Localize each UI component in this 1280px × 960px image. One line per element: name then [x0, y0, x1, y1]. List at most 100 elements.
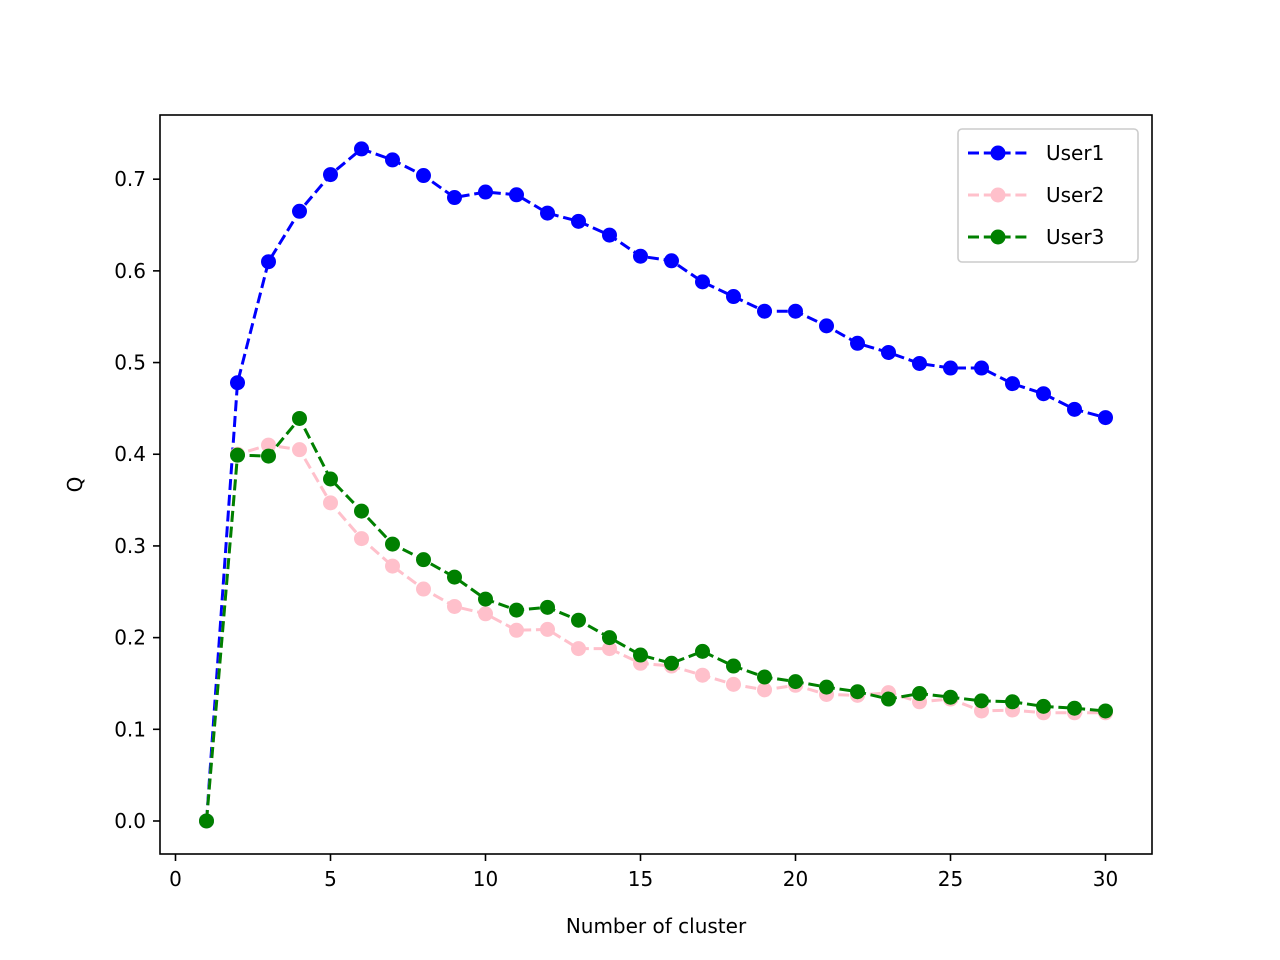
data-point-User3: [943, 689, 958, 705]
legend-label: User3: [1046, 225, 1104, 249]
data-point-User1: [478, 184, 493, 200]
data-point-User1: [819, 318, 834, 334]
data-point-User1: [540, 205, 555, 221]
series-User3: [199, 410, 1113, 829]
data-point-User1: [509, 187, 524, 203]
data-point-User2: [385, 558, 400, 574]
data-point-User3: [788, 674, 803, 690]
data-point-User3: [881, 691, 896, 707]
data-point-User1: [323, 167, 338, 183]
data-point-User2: [447, 598, 462, 614]
legend-box: [957, 128, 1139, 263]
data-point-User3: [230, 447, 245, 463]
x-tick-label: 25: [938, 867, 963, 891]
data-point-User1: [261, 254, 276, 270]
legend-item-User3: User3: [968, 225, 1104, 249]
data-point-User3: [974, 693, 989, 709]
data-point-User1: [881, 344, 896, 360]
legend-label: User2: [1046, 183, 1104, 207]
y-tick-label: 0.1: [114, 717, 146, 741]
data-point-User3: [509, 602, 524, 618]
data-point-User1: [943, 360, 958, 376]
data-point-User3: [695, 643, 710, 659]
data-point-User3: [540, 599, 555, 615]
y-tick-label: 0.0: [114, 809, 146, 833]
data-point-User1: [912, 355, 927, 371]
x-axis-title: Number of cluster: [566, 914, 747, 938]
data-point-User1: [1067, 401, 1082, 417]
data-point-User2: [757, 682, 772, 698]
data-point-User1: [664, 253, 679, 269]
plot-frame: [159, 114, 1153, 855]
y-tick-label: 0.6: [114, 259, 146, 283]
data-point-User1: [726, 289, 741, 305]
y-tick-label: 0.4: [114, 442, 146, 466]
data-point-User1: [1036, 386, 1051, 402]
legend-item-User1: User1: [968, 141, 1104, 165]
x-tick-label: 30: [1093, 867, 1118, 891]
x-tick-label: 5: [324, 867, 337, 891]
x-tick-label: 0: [169, 867, 182, 891]
legend: User1 User2 User3: [957, 128, 1139, 263]
data-point-User3: [385, 536, 400, 552]
data-point-User2: [602, 641, 617, 657]
data-point-User3: [354, 503, 369, 519]
data-point-User1: [602, 227, 617, 243]
legend-marker: [990, 187, 1006, 203]
data-point-User3: [199, 813, 214, 829]
data-point-User1: [447, 190, 462, 206]
data-point-User2: [695, 667, 710, 683]
data-point-User3: [819, 679, 834, 695]
data-point-User3: [664, 655, 679, 671]
data-point-User3: [633, 647, 648, 663]
y-axis: 0.0 0.1 0.2 0.3 0.4 0.5 0.6 0.7: [114, 167, 160, 833]
data-point-User3: [1098, 703, 1113, 719]
data-point-User2: [416, 581, 431, 597]
y-tick-label: 0.5: [114, 351, 146, 375]
data-point-User3: [261, 448, 276, 464]
data-point-User3: [602, 630, 617, 646]
data-point-User1: [757, 303, 772, 319]
data-point-User3: [1005, 694, 1020, 710]
data-point-User1: [292, 203, 307, 219]
legend-item-User2: User2: [968, 183, 1104, 207]
legend-marker: [990, 145, 1006, 161]
data-point-User3: [850, 684, 865, 700]
data-point-User3: [323, 471, 338, 487]
data-point-User3: [292, 410, 307, 426]
data-point-User2: [478, 606, 493, 622]
data-point-User1: [633, 248, 648, 264]
x-tick-label: 20: [783, 867, 808, 891]
data-point-User2: [509, 622, 524, 638]
data-point-User1: [416, 168, 431, 184]
data-point-User3: [726, 658, 741, 674]
y-axis-title: Q: [63, 477, 87, 493]
data-point-User2: [323, 495, 338, 511]
x-axis: 0 5 10 15 20 25 30: [169, 854, 1118, 891]
data-point-User3: [571, 612, 586, 628]
data-point-User2: [540, 621, 555, 637]
data-point-User3: [447, 569, 462, 585]
data-point-User1: [788, 303, 803, 319]
series-layer: [199, 141, 1113, 829]
data-point-User2: [571, 641, 586, 657]
data-point-User1: [695, 274, 710, 290]
data-point-User1: [850, 335, 865, 351]
legend-marker: [990, 229, 1006, 245]
data-point-User2: [354, 531, 369, 547]
data-point-User1: [230, 375, 245, 391]
data-point-User2: [726, 676, 741, 692]
data-point-User1: [1098, 410, 1113, 426]
x-tick-label: 10: [473, 867, 498, 891]
data-point-User2: [292, 442, 307, 458]
data-point-User3: [416, 552, 431, 568]
data-point-User2: [261, 437, 276, 453]
y-tick-label: 0.7: [114, 167, 146, 191]
data-point-User1: [354, 141, 369, 157]
data-point-User1: [571, 213, 586, 229]
legend-label: User1: [1046, 141, 1104, 165]
data-point-User3: [757, 669, 772, 685]
data-point-User1: [974, 360, 989, 376]
data-point-User3: [1067, 700, 1082, 716]
